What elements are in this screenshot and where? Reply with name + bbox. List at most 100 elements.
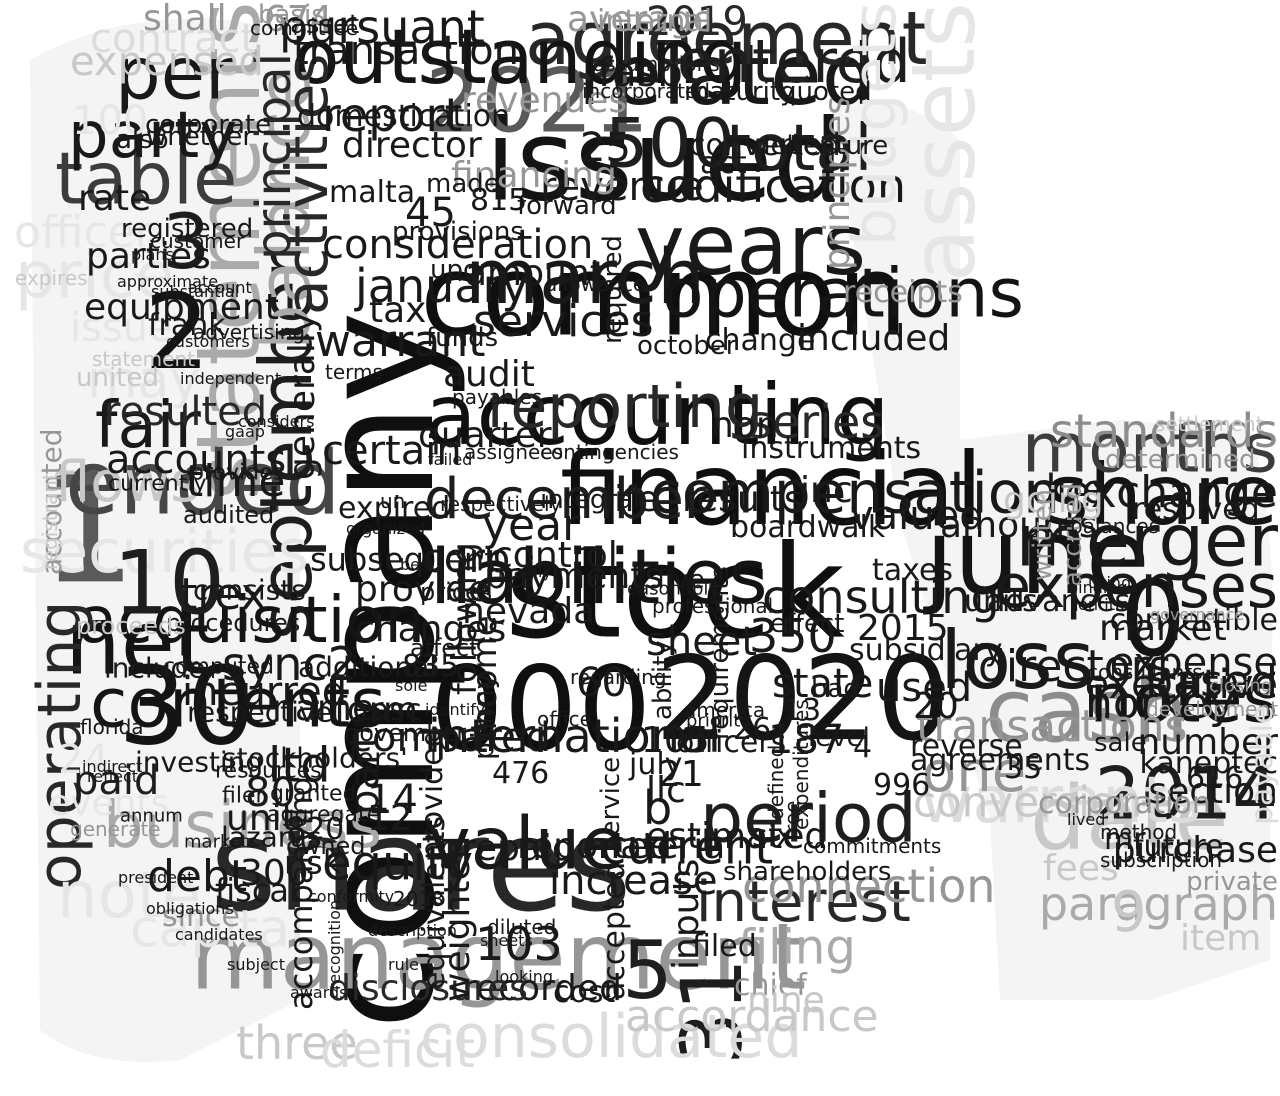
word-three: three <box>236 1016 358 1071</box>
word-instruments: instruments <box>741 431 922 466</box>
word-reported: reported <box>517 826 672 868</box>
word-using: using <box>1088 573 1132 593</box>
word-consolidated: consolidated <box>420 1002 803 1072</box>
word-affect: affect <box>410 633 479 662</box>
word-months: months <box>1021 409 1278 489</box>
word-obligations: obligations <box>146 899 234 919</box>
word-awards: awards <box>290 983 348 1003</box>
word-generate: generate <box>70 817 161 841</box>
word-616: 616 <box>1186 761 1244 796</box>
word-level: level <box>808 723 870 754</box>
word-included: included <box>797 318 951 360</box>
word-regarding: regarding <box>570 665 667 689</box>
word-un: un <box>380 489 406 513</box>
word-merger: merger <box>1015 498 1278 583</box>
word-105: 105 <box>641 720 710 762</box>
word-proceeds: proceeds <box>76 611 186 640</box>
word-stock: stock <box>505 518 845 668</box>
word-payables: payables <box>452 385 543 409</box>
word-14: 14 <box>367 777 418 823</box>
word-report: report <box>322 88 463 143</box>
word-control: control <box>493 535 618 577</box>
word-january: january <box>355 259 529 314</box>
word-loss: loss <box>940 614 1095 707</box>
word-contents: contents <box>90 664 386 744</box>
word-horkey: horkey <box>1085 677 1235 729</box>
word-funds: funds <box>426 323 499 354</box>
word-equity: equity <box>322 835 473 892</box>
word-determined: determined <box>1105 445 1256 476</box>
word-officers: officers <box>676 725 787 760</box>
word-made: made <box>426 169 500 200</box>
word-cost: cost <box>553 975 616 1010</box>
word-capital: capital <box>130 899 305 960</box>
word-number: number <box>1137 722 1278 764</box>
word-financing: financing <box>451 155 617 197</box>
word-filer: filer <box>222 783 265 809</box>
word-reflect: reflect <box>87 767 139 787</box>
word-resulted: resulted <box>104 389 268 435</box>
word-kaneptec: kaneptec <box>1139 746 1278 781</box>
word-granted: granted <box>270 781 357 807</box>
word-consultants: consultants <box>1087 660 1203 684</box>
word-statement: statement <box>92 347 195 371</box>
word-one: one <box>922 740 1027 806</box>
word-prices: prices <box>420 577 493 606</box>
word-recognition: recognition <box>325 899 344 990</box>
word-identify: identify <box>425 700 486 720</box>
word-october: october <box>637 331 737 362</box>
word-000: 000 <box>430 642 652 778</box>
word-chief: chief <box>734 968 807 1003</box>
word-compensation: compensation <box>650 458 1060 527</box>
word-florida: florida <box>80 715 144 739</box>
word-five: five <box>657 565 705 596</box>
word-integral: integral <box>540 485 641 516</box>
word-united: united <box>76 363 159 394</box>
word-share: share <box>1045 445 1278 544</box>
word-shareholders: shareholders <box>723 857 892 888</box>
word-996: 996 <box>873 768 931 803</box>
word-subscription: subscription <box>1100 848 1222 872</box>
word-free: free <box>780 800 804 840</box>
word-include: include <box>104 651 206 685</box>
word-payments: payments <box>484 556 664 598</box>
word-warrants: warrants <box>920 763 1202 838</box>
word-expenses: expenses <box>994 552 1278 622</box>
word-investing: investing <box>135 745 264 779</box>
word-expensed: expensed <box>70 39 264 85</box>
word-diluted: diluted <box>487 915 557 939</box>
word-private: private <box>1186 867 1278 898</box>
word-six: six <box>752 819 794 854</box>
word-mainly: mainly <box>498 562 552 582</box>
word-amount: amount <box>465 253 604 295</box>
word-resources: resources <box>215 758 322 784</box>
word-executive: executive <box>1084 662 1278 708</box>
word-paragraph: paragraph <box>1038 877 1278 932</box>
word-boardwalk: boardwalk <box>730 510 886 545</box>
word-average: average <box>567 0 715 40</box>
word-lived: lived <box>1067 810 1106 830</box>
word-2014: 2014 <box>1094 751 1278 836</box>
word-parties: parties <box>86 236 211 278</box>
word-plans: plans <box>131 245 174 265</box>
word-notes: notes <box>1089 659 1278 739</box>
word-2019: 2019 <box>646 0 748 45</box>
word-transaction: transaction <box>293 28 519 74</box>
word-12: 12 <box>367 798 413 840</box>
word-party: party <box>68 98 238 173</box>
word-required: required <box>598 235 628 344</box>
word-failed: failed <box>428 450 473 470</box>
word-ltd: ltd <box>268 737 331 794</box>
word-service: service <box>596 756 626 850</box>
word-frank: frank <box>148 308 226 343</box>
word-sync2: sync2 <box>222 637 357 692</box>
word-recorded: recorded <box>462 968 622 1010</box>
word-future: future <box>1133 829 1224 864</box>
word-quarter: quarter <box>418 415 552 457</box>
silhouette-right-region <box>830 98 1273 1001</box>
word-filed: filed <box>692 929 757 964</box>
word-substantial: substantial <box>151 282 240 302</box>
word-effect: effect <box>770 609 845 640</box>
word-shall: shall <box>143 0 227 40</box>
word-connection: connection <box>742 859 996 914</box>
